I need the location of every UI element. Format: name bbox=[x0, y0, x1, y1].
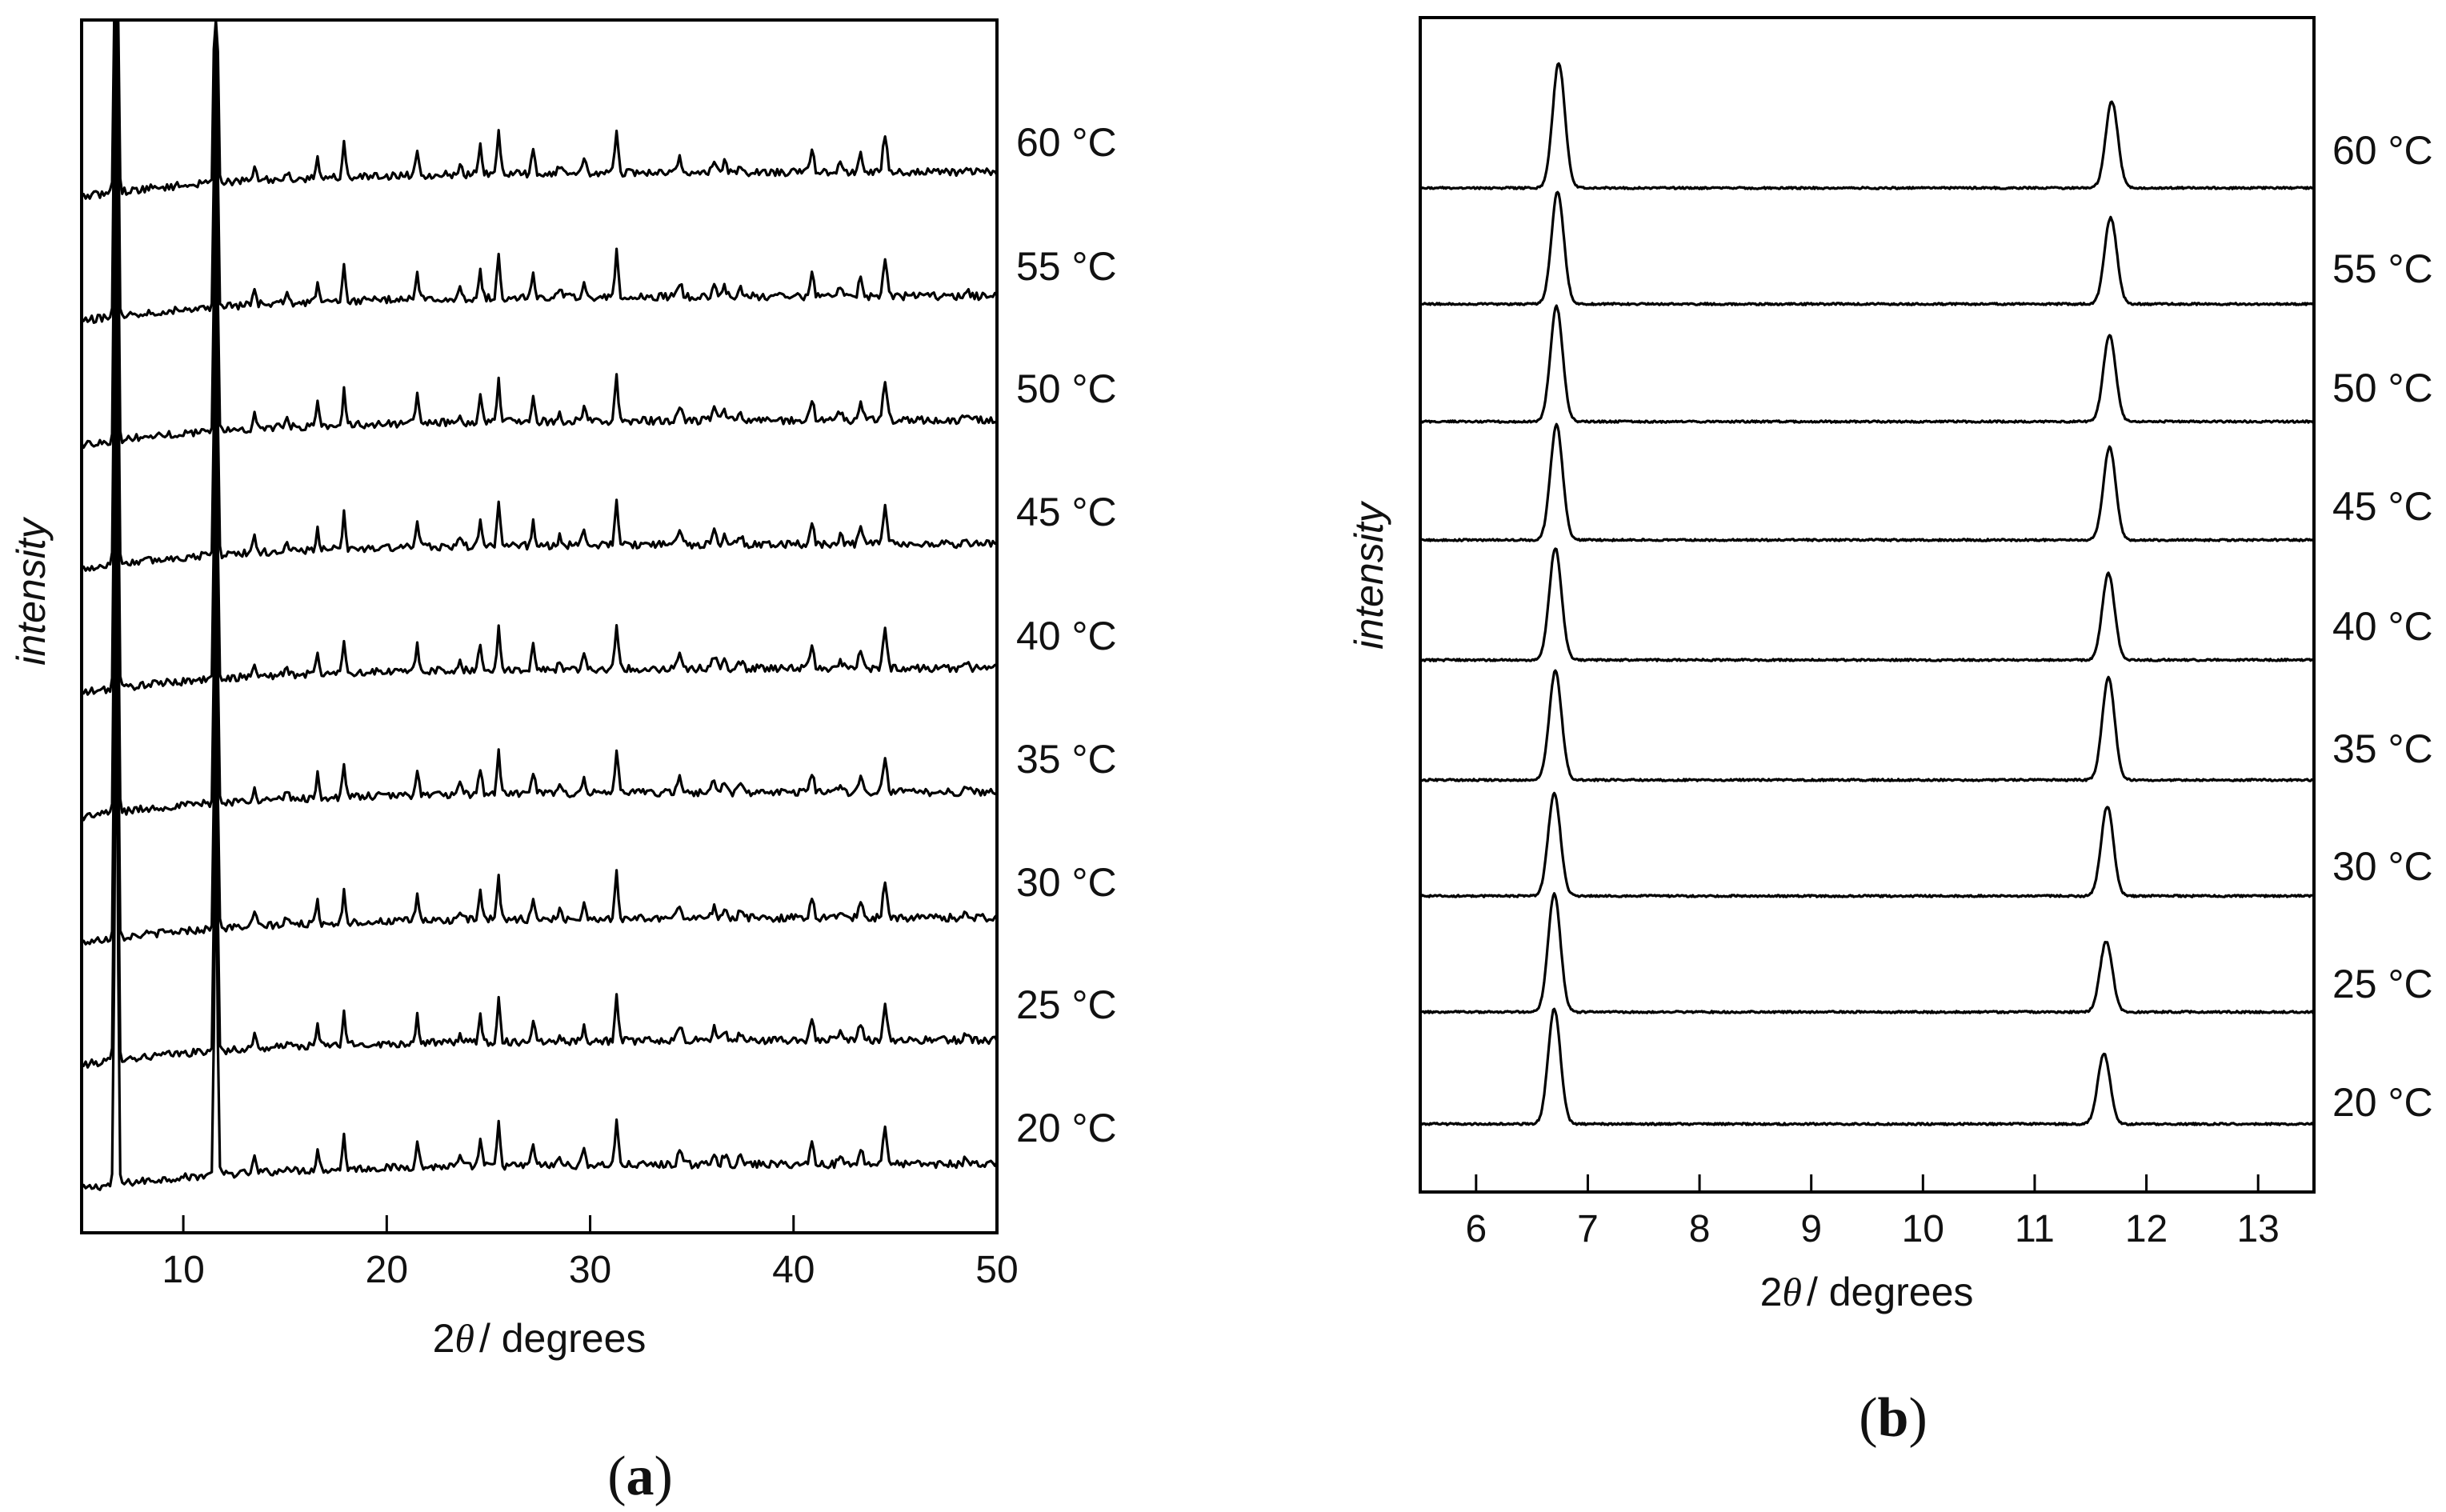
panel-a-x-tick-label: 30 bbox=[569, 1249, 611, 1291]
panel-b-series-label: 30 °C bbox=[2332, 844, 2433, 889]
panel-a-series-label: 50 °C bbox=[1016, 366, 1117, 411]
panel-b-series-label: 40 °C bbox=[2332, 604, 2433, 649]
panel-b-series-label: 45 °C bbox=[2332, 484, 2433, 529]
panel-a-series-label: 20 °C bbox=[1016, 1106, 1117, 1150]
panel-b-series-label: 25 °C bbox=[2332, 962, 2433, 1006]
panel-a-x-tick-label: 10 bbox=[162, 1249, 204, 1291]
panel-b-trace-45C bbox=[1419, 422, 2315, 542]
panel-b-trace-50C bbox=[1419, 304, 2315, 424]
panel-a-series-label: 55 °C bbox=[1016, 244, 1117, 289]
panel-a-trace-50C bbox=[80, 18, 998, 449]
panel-a-trace-20C bbox=[80, 600, 999, 1191]
panel-a-x-tick-label: 20 bbox=[366, 1249, 408, 1291]
panel-b-trace-55C bbox=[1419, 190, 2316, 306]
panel-a-series-label: 40 °C bbox=[1016, 614, 1117, 658]
panel-b-x-tick-label: 7 bbox=[1577, 1208, 1599, 1250]
panel-a-x-ticks: 10 20 30 40 50 bbox=[162, 1215, 1019, 1291]
panel-a-trace-55C bbox=[81, 18, 999, 324]
panel-b-series-label: 60 °C bbox=[2332, 128, 2433, 173]
panel-b-caption: (b) bbox=[1859, 1387, 1928, 1449]
panel-b-frame bbox=[1419, 16, 2316, 1194]
panel-b-series-labels: 20 °C 25 °C 30 °C 35 °C 40 °C 45 °C 50 °C 55 °C… bbox=[2332, 128, 2433, 1125]
panel-b-x-tick-label: 9 bbox=[1800, 1208, 1822, 1250]
panel-b-traces bbox=[1419, 62, 2316, 1126]
panel-b-trace-60C bbox=[1419, 62, 2315, 190]
panel-a-trace-35C bbox=[80, 230, 998, 822]
panel-b-y-axis-label: intensity bbox=[1347, 500, 1391, 649]
panel-a: 10 20 30 40 50 20 °C 25 °C 30 °C 35 °C 40 °C 45 °… bbox=[9, 18, 1117, 1507]
panel-b-x-tick-label: 10 bbox=[1902, 1208, 1944, 1250]
panel-a-x-tick-label: 50 bbox=[975, 1249, 1018, 1291]
panel-a-series-label: 25 °C bbox=[1016, 982, 1117, 1027]
panel-b-x-tick-label: 6 bbox=[1465, 1208, 1487, 1250]
panel-b-x-ticks: 6 7 8 9 10 11 12 13 bbox=[1465, 1174, 2280, 1250]
panel-a-x-axis-label: 2θ / degrees bbox=[433, 1316, 647, 1361]
panel-a-trace-25C bbox=[80, 479, 999, 1069]
panel-a-traces bbox=[80, 18, 999, 1191]
panel-b-trace-40C bbox=[1419, 547, 2315, 662]
panel-a-y-axis-label: intensity bbox=[9, 516, 54, 665]
panel-b-series-label: 35 °C bbox=[2332, 726, 2433, 771]
panel-a-trace-60C bbox=[81, 18, 999, 200]
panel-a-trace-45C bbox=[81, 18, 998, 572]
panel-a-x-tick-label: 40 bbox=[772, 1249, 815, 1291]
panel-a-series-label: 60 °C bbox=[1016, 120, 1117, 165]
panel-a-trace-40C bbox=[80, 102, 998, 696]
panel-b: 6 7 8 9 10 11 12 13 20 °C 25 °C 30 °C 35 °C 40 °C 45… bbox=[1347, 16, 2433, 1449]
panel-b-trace-35C bbox=[1419, 669, 2315, 782]
panel-a-series-labels: 20 °C 25 °C 30 °C 35 °C 40 °C 45 °C 50 °C 55 °C… bbox=[1016, 120, 1117, 1150]
panel-a-frame bbox=[80, 18, 999, 1234]
panel-b-series-label: 55 °C bbox=[2332, 246, 2433, 291]
panel-b-x-tick-label: 8 bbox=[1689, 1208, 1711, 1250]
panel-a-trace-30C bbox=[81, 353, 999, 946]
panel-b-trace-25C bbox=[1419, 892, 2315, 1014]
panel-b-trace-20C bbox=[1419, 1007, 2315, 1126]
panel-b-trace-30C bbox=[1419, 791, 2316, 898]
panel-b-series-label: 50 °C bbox=[2332, 366, 2433, 410]
panel-a-caption: (a) bbox=[607, 1446, 673, 1507]
panel-b-x-tick-label: 11 bbox=[2015, 1208, 2055, 1250]
panel-a-series-label: 45 °C bbox=[1016, 490, 1117, 534]
panel-a-series-label: 30 °C bbox=[1016, 860, 1117, 905]
panel-b-series-label: 20 °C bbox=[2332, 1080, 2433, 1125]
panel-b-x-tick-label: 12 bbox=[2125, 1208, 2168, 1250]
panel-b-x-tick-label: 13 bbox=[2236, 1208, 2279, 1250]
panel-b-x-axis-label: 2θ / degrees bbox=[1760, 1270, 1974, 1314]
panel-a-series-label: 35 °C bbox=[1016, 737, 1117, 782]
